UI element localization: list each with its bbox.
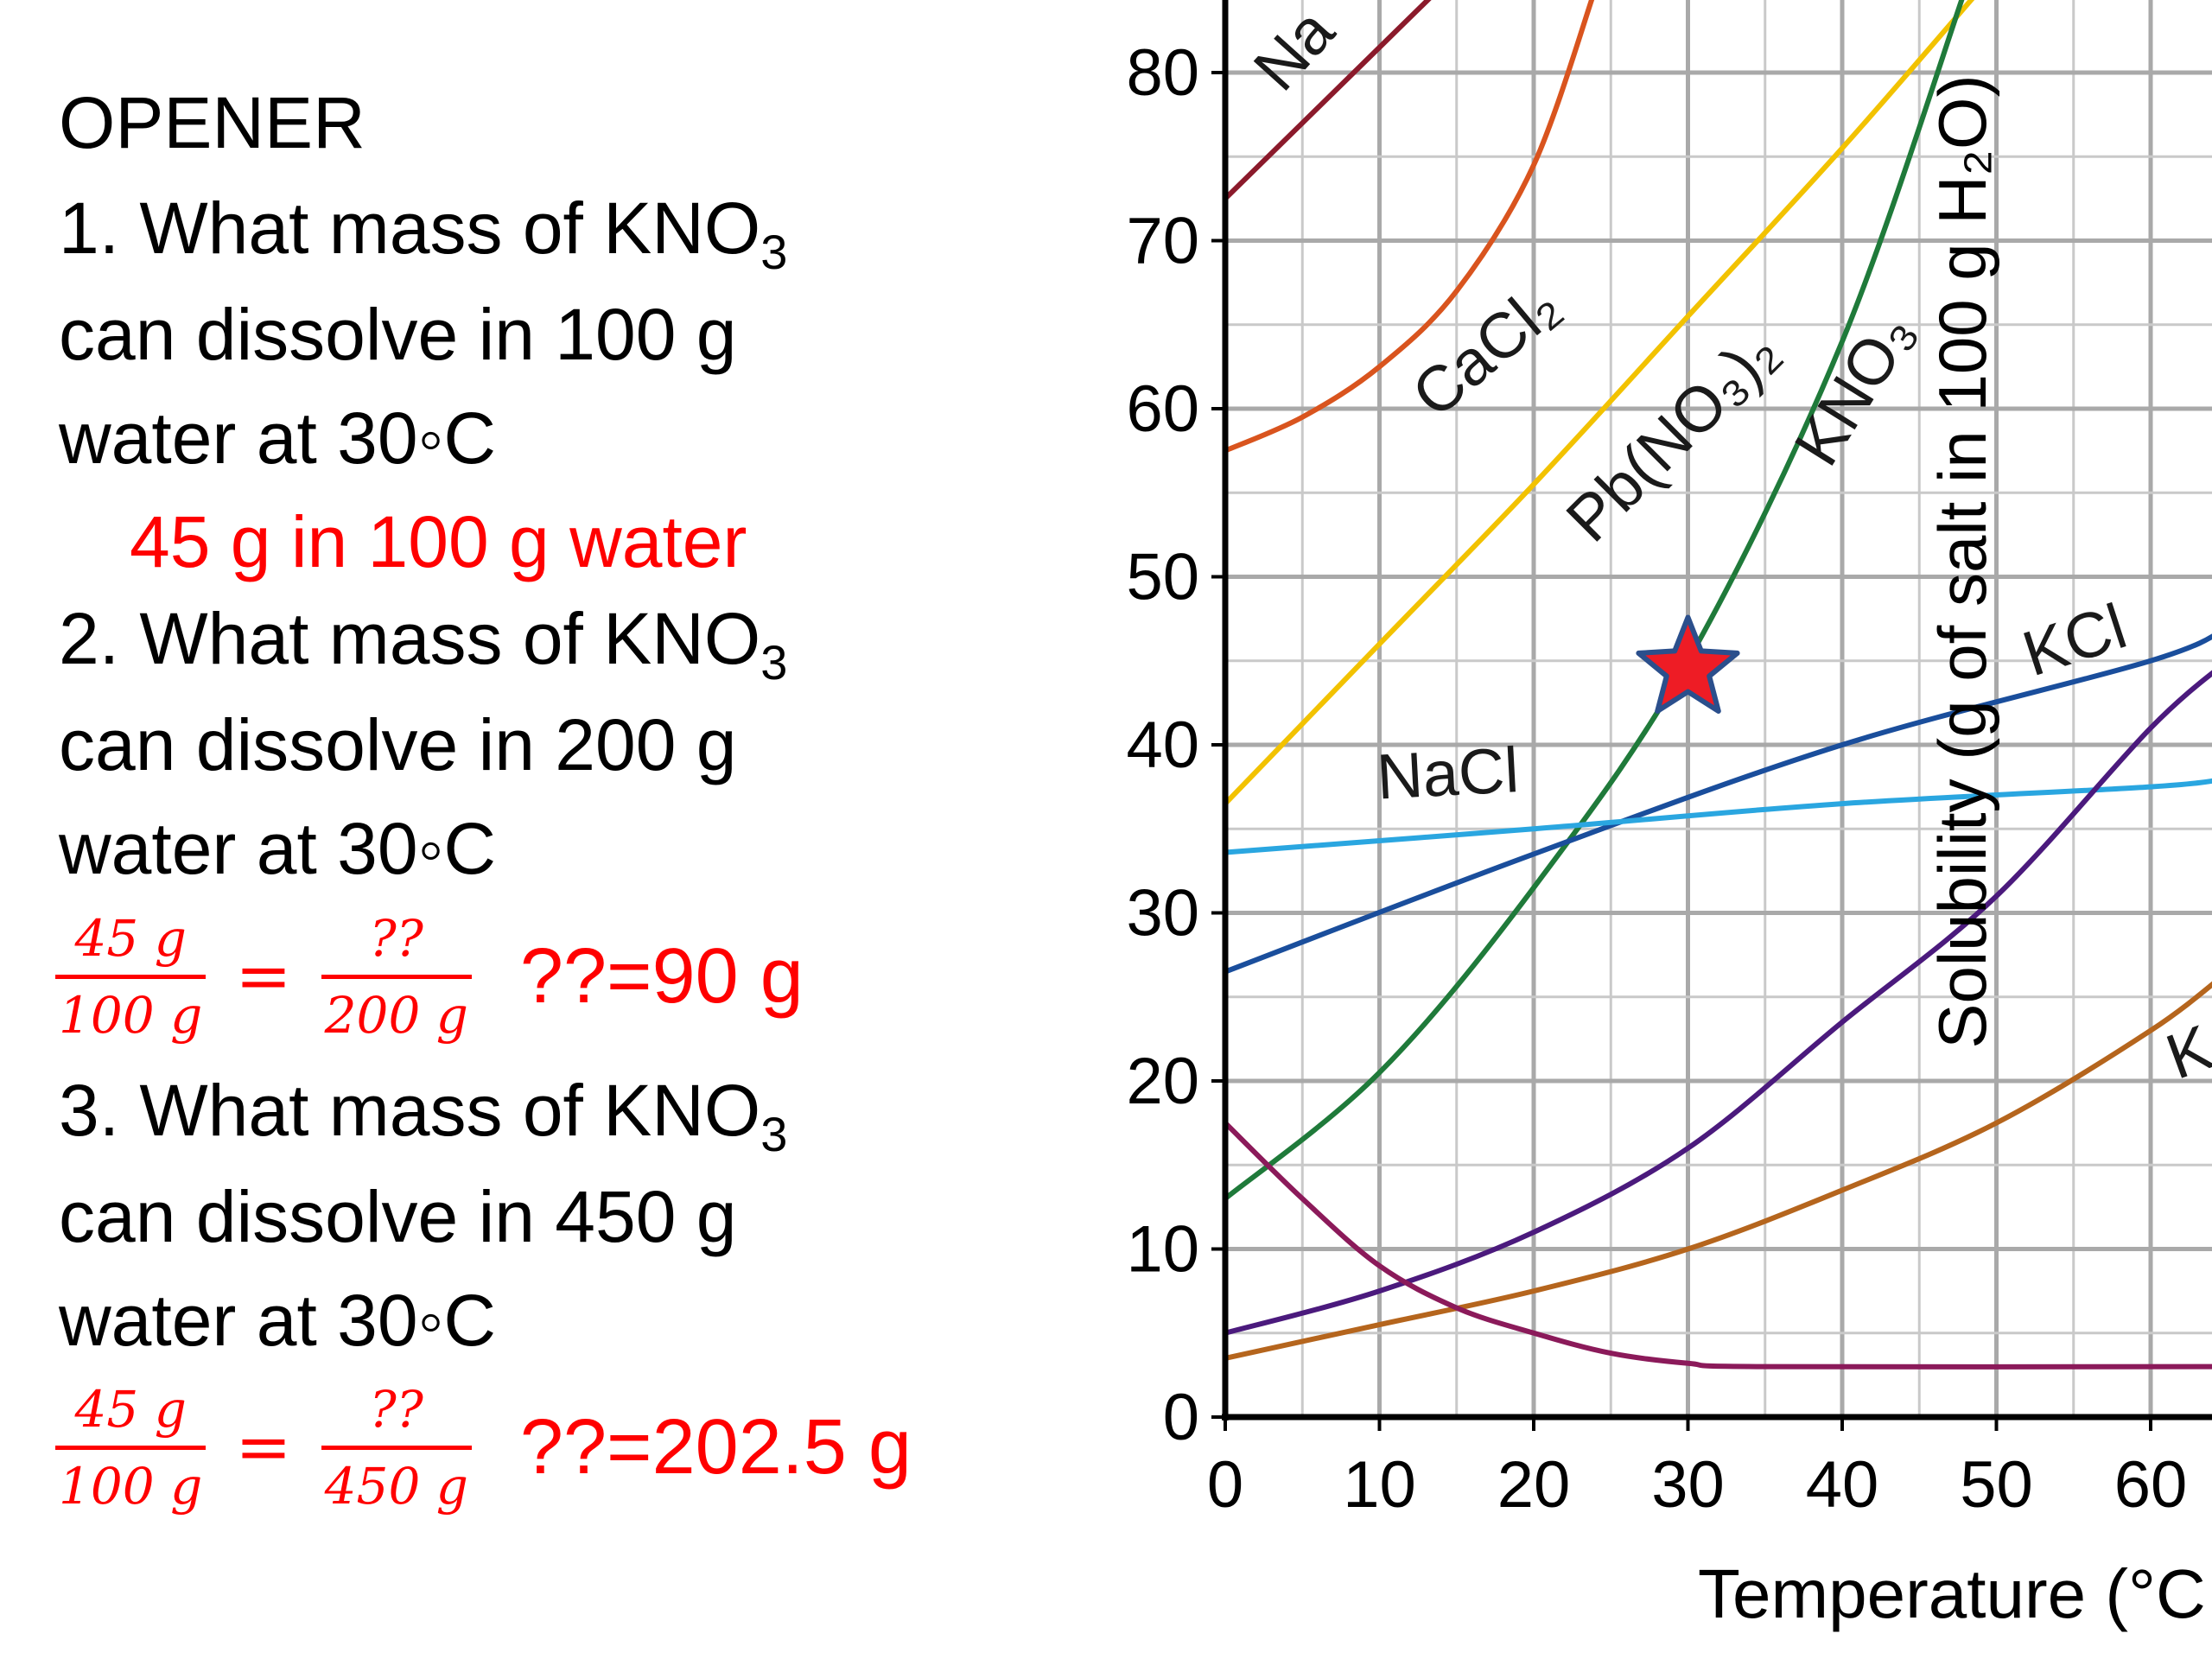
x-tick-label: 50 [1960,1448,2033,1522]
star-marker-icon [1636,614,1740,714]
chart-series [1223,0,2212,1370]
fraction-denominator: 100 g [59,1456,203,1516]
series-label: KCl [2014,590,2134,690]
x-tick-label: 20 [1497,1448,1571,1522]
series-kcl [1223,633,2212,975]
question-2-line-3: water at 30◦C [59,808,497,889]
question-1-line-1: 1. What mass of KNO3 [59,192,787,276]
equals-sign: = [235,1408,292,1486]
x-tick-label: 60 [2114,1448,2188,1522]
fraction-bar [321,1445,472,1450]
answer-1: 45 g in 100 g water [130,501,747,582]
q1-subscript: 3 [760,225,788,279]
question-2-line-2: can dissolve in 200 g [59,704,737,785]
fraction-denominator: 200 g [324,985,468,1045]
fraction-bar [55,1445,207,1450]
series-label: Pb(NO₃)₂ [1553,315,1793,556]
question-3-line-2: can dissolve in 450 g [59,1176,737,1257]
answer-2-fraction-known: 45 g 100 g [55,908,207,1045]
q1-text: 1. What mass of KNO [59,188,761,269]
equals-sign: = [235,938,292,1015]
answer-3-fraction-known: 45 g 100 g [55,1379,207,1516]
x-tick-label: 10 [1343,1448,1416,1522]
fraction-bar [55,974,207,979]
question-1-line-2: can dissolve in 100 g [59,294,737,375]
question-3-line-1: 3. What mass of KNO3 [59,1074,787,1159]
answer-3-result: ??=202.5 g [519,1403,912,1491]
chart-axes: 0 10 20 30 40 50 60 70 80 0 10 20 30 40 50 60 [1126,0,2212,1522]
q3-subscript: 3 [760,1107,788,1161]
y-tick-label: 20 [1126,1045,1199,1118]
series-pbno32 [1223,0,1975,807]
fraction-numerator: ?? [369,1379,423,1439]
opener-panel: OPENER 1. What mass of KNO3 can dissolve… [0,0,976,1659]
series-label: Na [1240,0,1349,104]
y-tick-label: 50 [1126,541,1199,614]
fraction-denominator: 100 g [59,985,203,1045]
series-nacl [1223,778,2212,855]
fraction-numerator: 45 g [74,908,187,968]
answer-3-equation: 45 g 100 g = ?? 450 g ??=202.5 g [55,1374,912,1521]
fraction-denominator: 450 g [324,1456,468,1516]
opener-title: OPENER [59,82,365,163]
x-tick-label: 30 [1651,1448,1725,1522]
question-2-line-1: 2. What mass of KNO3 [59,602,787,687]
q2-subscript: 3 [760,635,788,690]
series-cacl2 [1223,0,1595,454]
x-axis-label: Temperature (°C [1698,1555,2206,1632]
y-tick-label: 10 [1126,1213,1199,1287]
y-axis-label: Solubility (g of salt in 100 g H₂O) [1924,74,2000,1048]
series-label: KNO₃ [1780,300,1928,478]
answer-2-result: ??=90 g [519,932,804,1020]
answer-2-fraction-unknown: ?? 200 g [321,909,472,1045]
question-3-line-3: water at 30◦C [59,1280,497,1361]
y-tick-label: 0 [1163,1381,1199,1454]
y-tick-label: 70 [1126,205,1199,278]
fraction-bar [321,974,472,979]
series-unlabeled-7 [1223,981,2212,1361]
y-tick-label: 80 [1126,36,1199,110]
y-tick-label: 30 [1126,877,1199,950]
x-tick-label: 0 [1207,1448,1243,1522]
series-na [1223,0,1432,201]
x-tick-label: 40 [1806,1448,1879,1522]
fraction-numerator: ?? [369,908,423,968]
chart-marker [1636,614,1740,714]
chart-grid [1225,0,2212,1417]
answer-2-equation: 45 g 100 g = ?? 200 g ??=90 g [55,903,804,1050]
series-kno3 [1223,0,1965,1202]
answer-3-fraction-unknown: ?? 450 g [321,1380,472,1516]
y-tick-label: 60 [1126,372,1199,446]
q3-text: 3. What mass of KNO [59,1070,761,1151]
q2-text: 2. What mass of KNO [59,598,761,679]
fraction-numerator: 45 g [74,1379,187,1439]
series-unlabeled-8 [1223,1120,2212,1370]
question-1-line-3: water at 30◦C [59,397,497,479]
y-tick-label: 40 [1126,709,1199,782]
series-label: NaCl [1375,734,1521,812]
